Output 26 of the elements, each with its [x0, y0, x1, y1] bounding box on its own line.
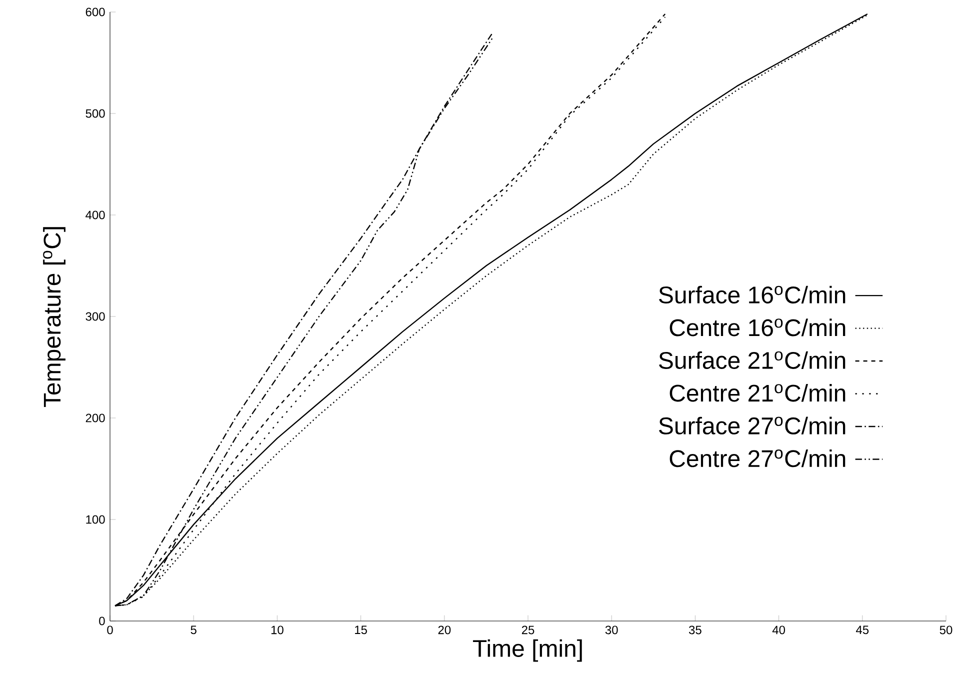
y-tick-label: 200	[86, 414, 105, 422]
x-tick-label: 45	[856, 626, 869, 634]
y-tick-label: 600	[86, 8, 105, 16]
x-tick-label: 50	[940, 626, 952, 634]
y-tick-label: 100	[86, 515, 105, 524]
y-tick-label: 300	[86, 312, 105, 321]
x-tick-label: 15	[355, 626, 367, 634]
legend-label: Centre 21$^{o}$C/min	[670, 384, 846, 402]
y-axis-title: Temperature [$^{o}$C]	[43, 227, 66, 407]
legend-label: Centre 16$^{o}$C/min	[670, 318, 846, 336]
x-tick-label: 5	[190, 626, 196, 634]
legend-label: Surface 21$^{o}$C/min	[659, 351, 846, 369]
legend-label: Surface 16$^{o}$C/min	[659, 286, 846, 304]
x-tick-label: 0	[107, 626, 113, 634]
x-tick-label: 30	[605, 626, 618, 634]
legend-label: Centre 27$^{o}$C/min	[670, 450, 846, 468]
x-tick-label: 25	[522, 626, 534, 634]
x-tick-label: 40	[772, 626, 786, 634]
legend-label: Surface 27$^{o}$C/min	[659, 416, 846, 434]
y-tick-label: 500	[86, 109, 105, 118]
x-tick-label: 20	[438, 626, 451, 634]
x-tick-label: 10	[271, 626, 284, 634]
x-axis-title: Time [min]	[472, 639, 582, 662]
x-tick-label: 35	[688, 626, 702, 634]
y-tick-label: 400	[86, 210, 105, 220]
y-tick-label: 0	[99, 616, 105, 626]
